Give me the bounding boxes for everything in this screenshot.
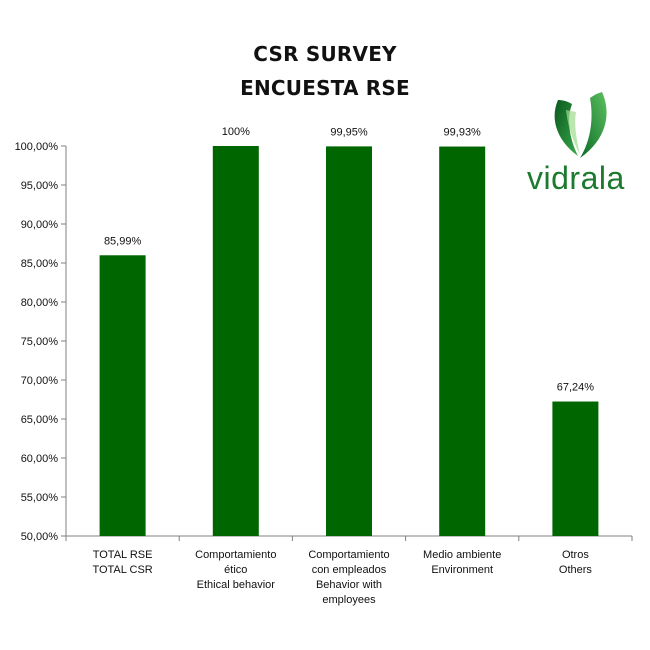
x-category-label-line: TOTAL CSR bbox=[92, 564, 152, 576]
x-category-label: Medio ambiente Environment bbox=[423, 549, 501, 576]
data-label: 100% bbox=[222, 126, 250, 138]
bar bbox=[212, 146, 259, 536]
bar bbox=[326, 146, 372, 536]
x-category-label: Otros Others bbox=[559, 549, 593, 576]
y-tick-label: 55,00% bbox=[21, 492, 59, 504]
data-label: 99,95% bbox=[330, 126, 368, 138]
y-tick-label: 70,00% bbox=[21, 375, 59, 387]
bar bbox=[552, 401, 599, 536]
y-tick-label: 85,00% bbox=[21, 258, 59, 270]
y-tick-label: 95,00% bbox=[21, 180, 59, 192]
data-label: 85,99% bbox=[104, 235, 142, 247]
x-category-label: TOTAL RSE TOTAL CSR bbox=[92, 549, 152, 576]
vidrala-logo-text: vidrala bbox=[527, 160, 625, 196]
x-category-label-line: Comportamiento bbox=[308, 549, 389, 561]
data-label: 99,93% bbox=[444, 127, 482, 139]
x-category-label-line: con empleados bbox=[312, 564, 387, 576]
x-category-label-line: Ethical behavior bbox=[197, 579, 276, 591]
x-category-label-line: Environment bbox=[431, 564, 493, 576]
y-tick-label: 50,00% bbox=[21, 531, 59, 543]
x-category-label: Comportamiento con empleados Behavior with… bbox=[308, 549, 389, 606]
y-tick-label: 60,00% bbox=[21, 453, 59, 465]
x-category-label-line: TOTAL RSE bbox=[93, 549, 153, 561]
x-category-label-line: employees bbox=[322, 594, 376, 606]
chart-title-line-2: ENCUESTA RSE bbox=[240, 76, 410, 100]
x-category-label-line: Otros bbox=[562, 549, 589, 561]
vidrala-v-logo-icon bbox=[554, 92, 607, 158]
y-tick-label: 80,00% bbox=[21, 297, 59, 309]
y-tick-label: 75,00% bbox=[21, 336, 59, 348]
data-label: 67,24% bbox=[557, 382, 595, 394]
bar bbox=[99, 255, 146, 536]
y-tick-label: 90,00% bbox=[21, 219, 59, 231]
x-category-label-line: Behavior with bbox=[316, 579, 382, 591]
x-category-label-line: Comportamiento bbox=[195, 549, 276, 561]
x-category-label-line: ético bbox=[224, 564, 247, 576]
y-tick-label: 65,00% bbox=[21, 414, 59, 426]
x-category-label-line: Medio ambiente bbox=[423, 549, 501, 561]
x-category-label: Comportamiento ético Ethical behavior bbox=[195, 549, 276, 591]
x-category-label-line: Others bbox=[559, 564, 593, 576]
y-tick-label: 100,00% bbox=[15, 141, 59, 153]
bar bbox=[439, 146, 486, 536]
chart-title-line-1: CSR SURVEY bbox=[253, 42, 397, 66]
